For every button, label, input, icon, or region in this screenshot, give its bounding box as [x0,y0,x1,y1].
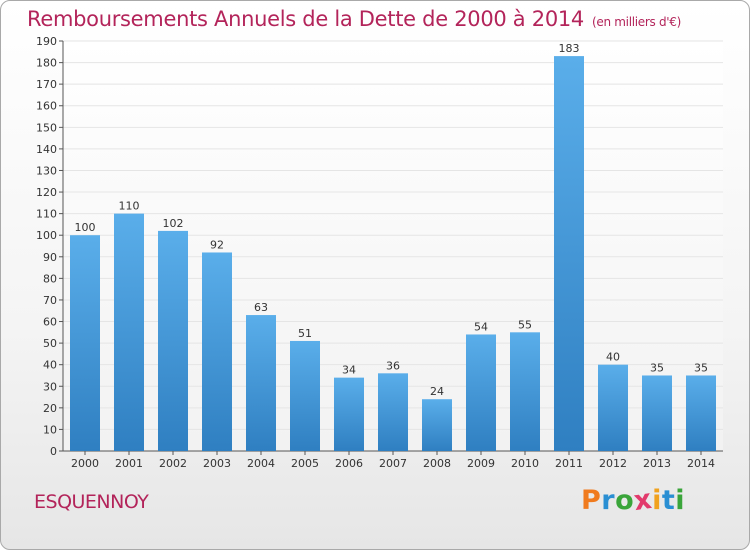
y-tick-label: 180 [36,57,57,70]
x-tick-label-2010: 2010 [511,457,539,470]
data-label-2007: 36 [386,359,400,372]
data-label-2002: 102 [163,217,184,230]
y-tick-label: 150 [36,121,57,134]
bar-2007 [378,373,408,451]
labels: 0 10 20 30 40 50 60 70 80 90 100 110 120 130 140 150 160… [36,35,715,470]
data-label-2000: 100 [75,221,96,234]
data-label-2008: 24 [430,385,444,398]
y-tick-label: 130 [36,164,57,177]
data-label-2009: 54 [474,320,488,333]
proxiti-logo: Proxiti [581,483,686,518]
y-tick-label: 60 [43,316,57,329]
logo-letter: i [675,485,686,516]
x-tick-label-2001: 2001 [115,457,143,470]
bar-2008 [422,399,452,451]
bar-2011 [554,56,584,452]
chart-title: Remboursements Annuels de la Dette de 20… [27,7,584,31]
x-tick-label-2007: 2007 [379,457,407,470]
data-label-2013: 35 [650,361,664,374]
bar-2013 [642,375,672,451]
x-tick-label-2009: 2009 [467,457,495,470]
y-tick-label: 100 [36,229,57,242]
x-tick-label-2003: 2003 [203,457,231,470]
bar-2004 [246,315,276,451]
data-label-2003: 92 [210,238,224,251]
y-tick-label: 120 [36,186,57,199]
bar-2009 [466,334,496,451]
bar-2012 [598,364,628,451]
x-tick-label-2011: 2011 [555,457,583,470]
chart-unit: (en milliers d'€) [592,15,682,29]
bar-2005 [290,340,320,451]
x-tick-label-2006: 2006 [335,457,363,470]
y-tick-label: 10 [43,423,57,436]
y-tick-label: 50 [43,337,57,350]
data-label-2011: 183 [559,42,580,55]
bar-2006 [334,377,364,451]
x-tick-label-2000: 2000 [71,457,99,470]
data-label-2010: 55 [518,318,532,331]
logo-letter: o [615,485,635,516]
y-tick-label: 170 [36,78,57,91]
y-tick-label: 30 [43,380,57,393]
x-tick-label-2004: 2004 [247,457,275,470]
logo-letter: P [581,485,602,516]
x-tick-label-2014: 2014 [687,457,715,470]
bar-2003 [202,252,232,451]
y-tick-label: 160 [36,100,57,113]
y-tick-label: 190 [36,35,57,48]
bar-2002 [158,230,188,451]
y-tick-label: 110 [36,208,57,221]
data-label-2004: 63 [254,301,268,314]
y-tick-label: 90 [43,251,57,264]
x-tick-label-2008: 2008 [423,457,451,470]
x-tick-label-2013: 2013 [643,457,671,470]
y-tick-label: 80 [43,272,57,285]
x-tick-label-2002: 2002 [159,457,187,470]
y-tick-label: 20 [43,402,57,415]
logo-letter: x [632,483,655,518]
logo-letter: t [661,485,676,516]
bar-2010 [510,332,540,451]
y-tick-label: 70 [43,294,57,307]
bar-2000 [70,235,100,451]
y-tick-label: 0 [50,445,57,458]
data-label-2005: 51 [298,327,312,340]
data-label-2012: 40 [606,351,620,364]
y-tick-label: 140 [36,143,57,156]
bar-2001 [114,213,144,451]
data-label-2006: 34 [342,364,356,377]
data-label-2001: 110 [119,200,140,213]
bars [70,56,716,452]
logo-letter: r [601,485,616,516]
x-tick-label-2012: 2012 [599,457,627,470]
chart-title-block: Remboursements Annuels de la Dette de 20… [27,7,681,31]
bar-2014 [686,375,716,451]
x-tick-label-2005: 2005 [291,457,319,470]
y-tick-label: 40 [43,359,57,372]
logo-letter: i [652,485,662,516]
commune-name: ESQUENNOY [34,491,149,513]
data-label-2014: 35 [694,361,708,374]
